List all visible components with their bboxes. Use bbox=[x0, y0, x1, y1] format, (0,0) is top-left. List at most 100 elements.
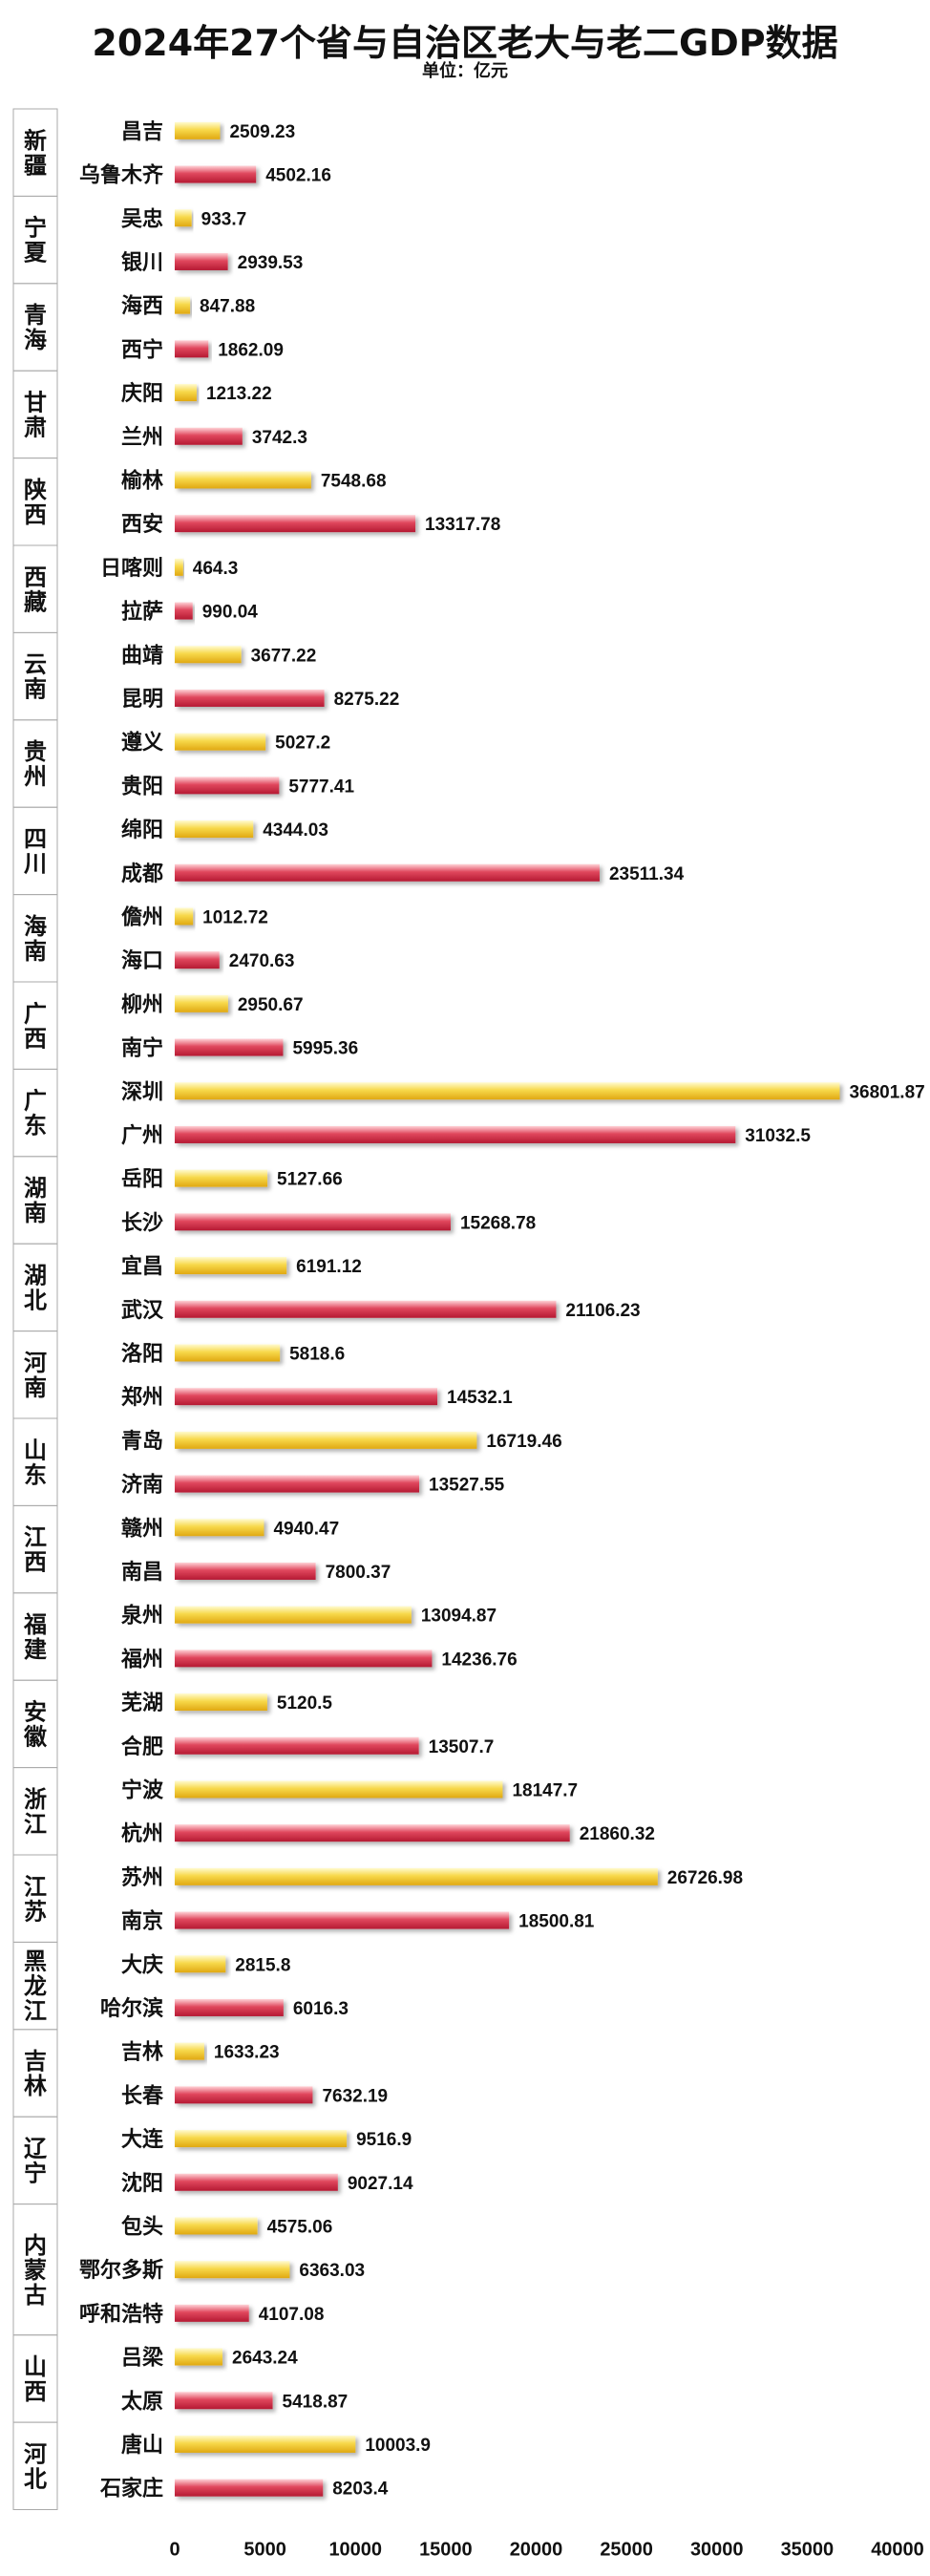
city-label: 遵义 bbox=[121, 731, 163, 756]
bar bbox=[175, 1169, 268, 1187]
city-label: 榆林 bbox=[121, 468, 163, 493]
bar bbox=[175, 951, 220, 969]
city-label: 绵阳 bbox=[121, 818, 163, 842]
city-label: 兰州 bbox=[121, 425, 163, 450]
province-label: 山东 bbox=[24, 1437, 47, 1488]
bar bbox=[175, 515, 416, 533]
bar bbox=[175, 863, 600, 882]
bar bbox=[175, 2173, 338, 2191]
data-label: 6363.03 bbox=[299, 2261, 365, 2281]
province-label: 西藏 bbox=[24, 564, 47, 615]
data-label: 1213.22 bbox=[206, 384, 272, 404]
city-label: 哈尔滨 bbox=[100, 1996, 163, 2021]
bar bbox=[175, 2086, 313, 2104]
bar bbox=[175, 1780, 503, 1799]
data-label: 6016.3 bbox=[293, 1999, 349, 2019]
bar bbox=[175, 2042, 204, 2060]
x-tick-label: 15000 bbox=[419, 2540, 473, 2561]
data-label: 14236.76 bbox=[441, 1650, 517, 1670]
data-label: 2815.8 bbox=[235, 1955, 290, 1975]
data-label: 2950.67 bbox=[238, 995, 304, 1015]
data-label: 21106.23 bbox=[565, 1301, 640, 1321]
data-label: 2470.63 bbox=[229, 951, 295, 971]
data-label: 3742.3 bbox=[252, 428, 307, 448]
province-label: 辽宁 bbox=[24, 2136, 48, 2187]
city-label: 合肥 bbox=[121, 1735, 163, 1759]
data-label: 8203.4 bbox=[332, 2480, 389, 2500]
province-label: 安徽 bbox=[23, 1699, 48, 1751]
city-label: 芜湖 bbox=[121, 1692, 163, 1715]
city-label: 福州 bbox=[120, 1648, 163, 1671]
province-label: 内蒙古 bbox=[24, 2232, 47, 2309]
bar bbox=[175, 165, 257, 183]
province-label: 陕西 bbox=[24, 477, 47, 528]
bar bbox=[175, 1213, 451, 1231]
city-label: 海西 bbox=[121, 294, 163, 319]
data-label: 18147.7 bbox=[512, 1780, 578, 1800]
data-label: 5995.36 bbox=[292, 1039, 358, 1059]
data-label: 7800.37 bbox=[326, 1563, 391, 1583]
bar bbox=[175, 907, 194, 926]
data-label: 36801.87 bbox=[849, 1082, 924, 1102]
province-label: 河北 bbox=[24, 2440, 47, 2492]
bar bbox=[175, 820, 254, 839]
x-tick-label: 35000 bbox=[781, 2540, 835, 2561]
city-label: 济南 bbox=[121, 1473, 163, 1498]
data-label: 3677.22 bbox=[251, 646, 317, 666]
bar bbox=[175, 471, 311, 489]
province-label: 广西 bbox=[24, 1000, 47, 1052]
province-label: 广东 bbox=[24, 1088, 47, 1139]
bar bbox=[175, 2304, 249, 2322]
city-label: 吉林 bbox=[121, 2040, 163, 2065]
province-label: 海南 bbox=[24, 913, 47, 965]
province-label: 浙江 bbox=[24, 1786, 47, 1838]
city-label: 曲靖 bbox=[121, 643, 163, 668]
province-label: 福建 bbox=[23, 1611, 47, 1663]
province-label: 吉林 bbox=[24, 2048, 47, 2099]
province-label: 新疆 bbox=[24, 127, 47, 179]
city-label: 银川 bbox=[121, 251, 163, 275]
data-label: 13507.7 bbox=[429, 1737, 495, 1757]
province-label: 江苏 bbox=[24, 1873, 47, 1925]
province-label: 四川 bbox=[24, 826, 47, 878]
data-label: 5418.87 bbox=[283, 2392, 349, 2412]
bar bbox=[175, 558, 183, 576]
bar bbox=[175, 121, 221, 139]
data-label: 4107.08 bbox=[259, 2305, 325, 2325]
chart-title: 2024年27个省与自治区老大与老二GDP数据 bbox=[92, 22, 838, 64]
province-label: 河南 bbox=[24, 1350, 47, 1401]
bar bbox=[175, 2130, 348, 2148]
bar bbox=[175, 1431, 477, 1449]
data-label: 1012.72 bbox=[202, 907, 268, 927]
city-label: 洛阳 bbox=[121, 1341, 163, 1366]
x-tick-label: 5000 bbox=[243, 2540, 286, 2561]
province-label: 湖南 bbox=[24, 1175, 47, 1226]
bar bbox=[175, 2261, 290, 2279]
bar bbox=[175, 1257, 287, 1275]
bar bbox=[175, 2348, 223, 2366]
province-label: 青海 bbox=[24, 302, 47, 353]
city-label: 石家庄 bbox=[99, 2477, 163, 2501]
bar bbox=[175, 1519, 264, 1537]
data-label: 7632.19 bbox=[322, 2086, 388, 2106]
city-label: 泉州 bbox=[121, 1604, 163, 1629]
data-label: 1862.09 bbox=[218, 340, 284, 360]
province-label: 甘肃 bbox=[24, 390, 47, 441]
bar bbox=[175, 1562, 316, 1580]
bar bbox=[175, 1125, 736, 1143]
data-label: 4344.03 bbox=[263, 820, 328, 841]
bar bbox=[175, 1824, 570, 1842]
data-label: 1633.23 bbox=[214, 2043, 280, 2063]
data-label: 2643.24 bbox=[232, 2349, 298, 2369]
data-label: 21860.32 bbox=[580, 1824, 655, 1844]
data-label: 31032.5 bbox=[745, 1126, 811, 1146]
data-label: 8275.22 bbox=[334, 690, 400, 710]
province-label: 黑龙江 bbox=[24, 1948, 47, 2025]
province-label: 江西 bbox=[24, 1524, 47, 1576]
x-tick-label: 30000 bbox=[690, 2540, 744, 2561]
data-label: 4502.16 bbox=[265, 166, 331, 186]
bar bbox=[175, 1606, 412, 1624]
data-label: 26726.98 bbox=[667, 1868, 743, 1888]
data-label: 18500.81 bbox=[518, 1912, 595, 1932]
